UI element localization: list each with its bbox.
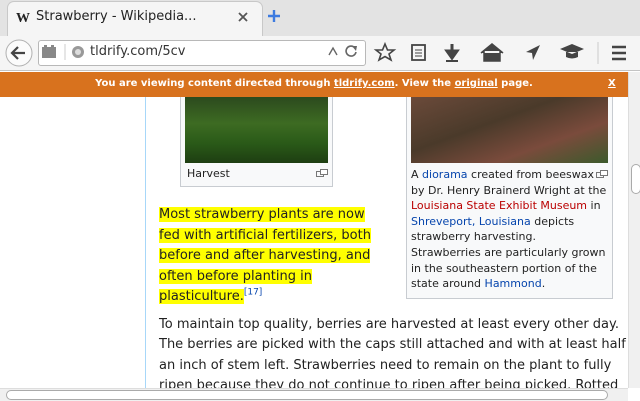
tab-close[interactable]: [236, 10, 250, 24]
horizontal-scrollbar[interactable]: [0, 388, 628, 401]
new-tab[interactable]: [236, 9, 250, 23]
figure-caption: A diorama created from beeswax by Dr. He…: [411, 163, 608, 292]
scroll-thumb[interactable]: [6, 390, 608, 400]
citation[interactable]: [17]: [243, 287, 263, 298]
url-text[interactable]: tldrify.com/5cv: [90, 44, 186, 59]
figure-box: A diorama created from beeswax by Dr. He…: [406, 97, 613, 299]
figure-image[interactable]: [411, 97, 608, 163]
tab-title[interactable]: Strawberry - Wikipedia...: [36, 9, 197, 24]
tab[interactable]: [8, 2, 262, 36]
toolbar-icons[interactable]: [372, 40, 640, 66]
back-button[interactable]: [4, 38, 34, 68]
caption-text: created from beeswax by Dr. Henry Braine…: [411, 168, 607, 197]
paragraph: Most strawberry plants are now fed with …: [159, 205, 629, 308]
url-icons: [42, 44, 84, 60]
caption-link[interactable]: diorama: [422, 168, 468, 181]
vertical-scrollbar[interactable]: [628, 72, 640, 388]
figure-box: Harvest: [180, 97, 333, 187]
banner-link[interactable]: original: [454, 78, 498, 89]
caption-link[interactable]: Shreveport, Louisiana: [411, 214, 531, 228]
caption-text: Harvest: [187, 167, 230, 180]
banner-message: You are viewing content directed through…: [0, 78, 628, 89]
favicon: W: [16, 11, 30, 25]
caption-text: in: [587, 199, 601, 213]
new-tab-button[interactable]: [266, 8, 282, 24]
banner-link[interactable]: tldrify.com: [333, 78, 395, 89]
caption-link[interactable]: Louisiana State Exhibit Museum: [411, 199, 588, 213]
svg-text:W: W: [16, 11, 30, 25]
caption-text: depicts strawberry harvesting. Strawberr…: [411, 214, 606, 291]
url-bar[interactable]: [38, 40, 366, 66]
banner-text: You are viewing content directed through: [95, 78, 334, 89]
banner-text: . View the: [394, 78, 455, 89]
caption-text: .: [541, 277, 546, 291]
figure-image[interactable]: [185, 97, 328, 163]
highlighted-text: Most strawberry plants are now fed with …: [159, 207, 371, 304]
banner-close[interactable]: X: [608, 78, 616, 89]
paragraph: To maintain top quality, berries are har…: [159, 316, 626, 389]
enlarge-icon[interactable]: [316, 169, 328, 177]
banner-text: page.: [497, 78, 533, 89]
caption-link[interactable]: Hammond: [484, 277, 542, 291]
scroll-thumb[interactable]: [631, 164, 640, 194]
article-content: A diorama created from beeswax by Dr. He…: [145, 97, 629, 388]
caption-text: A: [411, 168, 423, 181]
article-body: A diorama created from beeswax by Dr. He…: [146, 97, 629, 388]
redirect-banner: You are viewing content directed through…: [0, 72, 628, 97]
figure-caption: Harvest: [185, 163, 328, 182]
enlarge-icon[interactable]: [596, 170, 608, 178]
url-buttons[interactable]: [326, 43, 362, 61]
